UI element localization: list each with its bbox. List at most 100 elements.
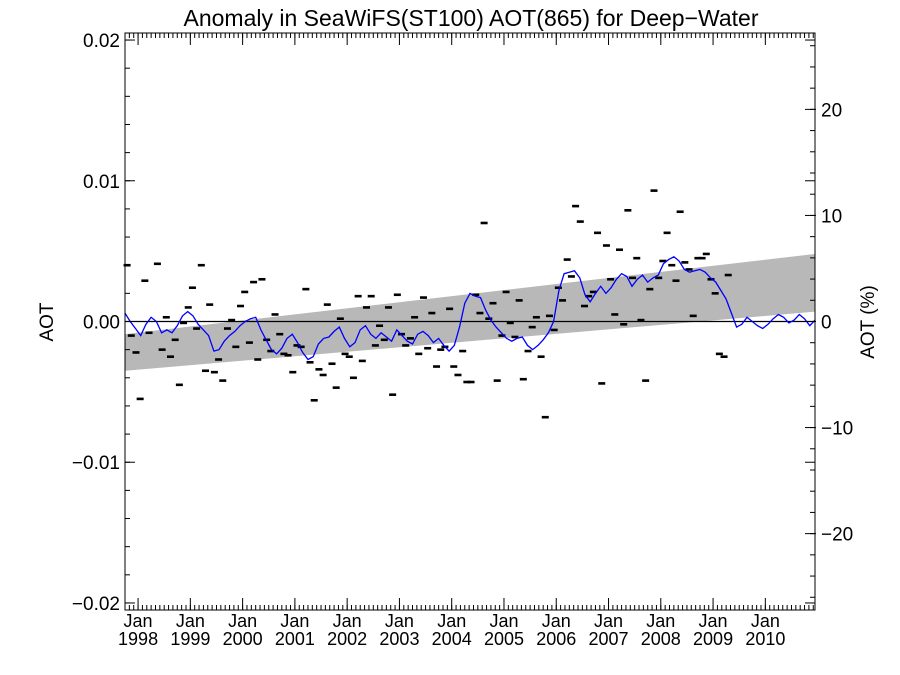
anomaly-point <box>650 189 658 192</box>
anomaly-point <box>349 376 357 380</box>
y-tick-label-right: 20 <box>821 100 842 121</box>
anomaly-point <box>206 303 214 306</box>
anomaly-point <box>415 352 423 356</box>
anomaly-point <box>607 277 615 281</box>
anomaly-point <box>580 304 588 308</box>
x-axis: Jan1998Jan1999Jan2000Jan2001Jan2002Jan20… <box>118 33 814 649</box>
anomaly-point <box>672 279 680 282</box>
left-y-axis: 0.02 0.01 0.00 −0.01 −0.02 <box>72 31 815 615</box>
anomaly-point <box>545 314 553 318</box>
anomaly-point <box>354 294 362 298</box>
anomaly-point <box>689 314 697 318</box>
anomaly-point <box>175 383 183 387</box>
y-axis-label-left: AOT <box>37 302 58 341</box>
anomaly-point <box>258 277 266 281</box>
anomaly-point <box>663 231 671 235</box>
anomaly-point <box>310 399 318 402</box>
anomaly-point <box>215 358 223 361</box>
x-tick-year: 2004 <box>432 629 472 649</box>
anomaly-point <box>232 345 240 349</box>
anomaly-point <box>446 307 454 311</box>
y-tick-label-left: 0.02 <box>83 31 120 52</box>
anomaly-point <box>336 317 344 320</box>
running-mean-line <box>124 256 816 361</box>
anomaly-point <box>424 346 432 350</box>
x-tick-month: Jan <box>437 611 466 631</box>
anomaly-point <box>276 332 284 336</box>
anomaly-point <box>153 262 161 266</box>
anomaly-point <box>419 296 427 299</box>
anomaly-point <box>284 353 292 357</box>
anomaly-point <box>371 344 379 347</box>
anomaly-point <box>450 365 458 368</box>
anomaly-point <box>646 287 654 291</box>
y-tick-label-right: 0 <box>821 313 832 334</box>
anomaly-point <box>594 231 602 235</box>
anomaly-point <box>166 355 174 358</box>
anomaly-point <box>345 355 353 358</box>
anomaly-point <box>332 386 340 389</box>
anomaly-point <box>620 323 628 326</box>
anomaly-point <box>367 294 375 298</box>
x-tick-month: Jan <box>594 611 623 631</box>
anomaly-point <box>223 327 231 330</box>
x-tick-year: 2000 <box>223 629 263 649</box>
anomaly-point <box>389 393 397 396</box>
anomaly-point <box>210 370 218 374</box>
anomaly-point <box>676 210 684 214</box>
anomaly-point <box>306 361 314 364</box>
anomaly-point <box>454 373 462 377</box>
x-tick-year: 2005 <box>484 629 524 649</box>
anomaly-point <box>188 286 196 290</box>
anomaly-point <box>629 276 637 280</box>
x-tick-year: 2008 <box>641 629 681 649</box>
x-tick-year: 2009 <box>693 629 733 649</box>
x-tick-month: Jan <box>699 611 728 631</box>
x-tick-year: 2002 <box>327 629 367 649</box>
anomaly-point <box>341 352 349 356</box>
anomaly-point <box>289 370 297 374</box>
anomaly-point <box>707 277 715 281</box>
anomaly-point <box>498 334 506 337</box>
x-tick-month: Jan <box>751 611 780 631</box>
trend-band <box>125 253 815 371</box>
anomaly-point <box>472 293 480 297</box>
y-tick-label-right: 10 <box>821 206 842 227</box>
x-tick-month: Jan <box>176 611 205 631</box>
x-tick-month: Jan <box>542 611 571 631</box>
anomaly-point <box>511 335 519 339</box>
anomaly-point <box>171 338 179 342</box>
anomaly-point <box>428 311 436 315</box>
anomaly-point <box>720 355 728 358</box>
anomaly-point <box>184 306 192 309</box>
anomaly-point <box>162 315 170 319</box>
trend-band-layer <box>125 253 815 371</box>
anomaly-point <box>380 338 388 342</box>
y-axis-label-right: AOT (%) <box>858 285 879 359</box>
anomaly-point <box>363 306 370 309</box>
anomaly-point <box>293 344 301 347</box>
anomaly-point <box>328 362 336 366</box>
anomaly-point <box>715 352 723 356</box>
anomaly-point <box>702 252 710 256</box>
anomaly-point <box>245 341 253 344</box>
anomaly-point <box>271 313 279 316</box>
anomaly-point <box>406 337 414 340</box>
x-tick-month: Jan <box>646 611 675 631</box>
anomaly-point <box>598 382 606 385</box>
anomaly-point <box>572 204 580 208</box>
anomaly-point <box>485 317 493 320</box>
anomaly-point <box>528 325 536 329</box>
anomaly-point <box>297 345 305 349</box>
anomaly-point <box>193 327 201 330</box>
x-tick-month: Jan <box>385 611 414 631</box>
x-tick-month: Jan <box>280 611 309 631</box>
anomaly-point <box>463 380 471 384</box>
anomaly-point <box>550 328 558 332</box>
y-tick-label-right: −20 <box>821 525 853 546</box>
anomaly-point <box>616 248 623 252</box>
x-tick-year: 2001 <box>275 629 315 649</box>
anomaly-point <box>633 256 641 260</box>
anomaly-point <box>402 344 410 347</box>
x-tick-year: 1998 <box>118 629 158 649</box>
